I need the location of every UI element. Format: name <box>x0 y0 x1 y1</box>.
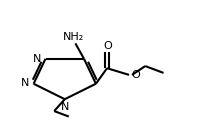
Text: N: N <box>21 79 29 88</box>
Text: N: N <box>33 53 41 64</box>
Text: N: N <box>61 102 69 112</box>
Text: NH₂: NH₂ <box>63 32 84 42</box>
Text: O: O <box>103 41 112 51</box>
Text: O: O <box>132 70 140 80</box>
